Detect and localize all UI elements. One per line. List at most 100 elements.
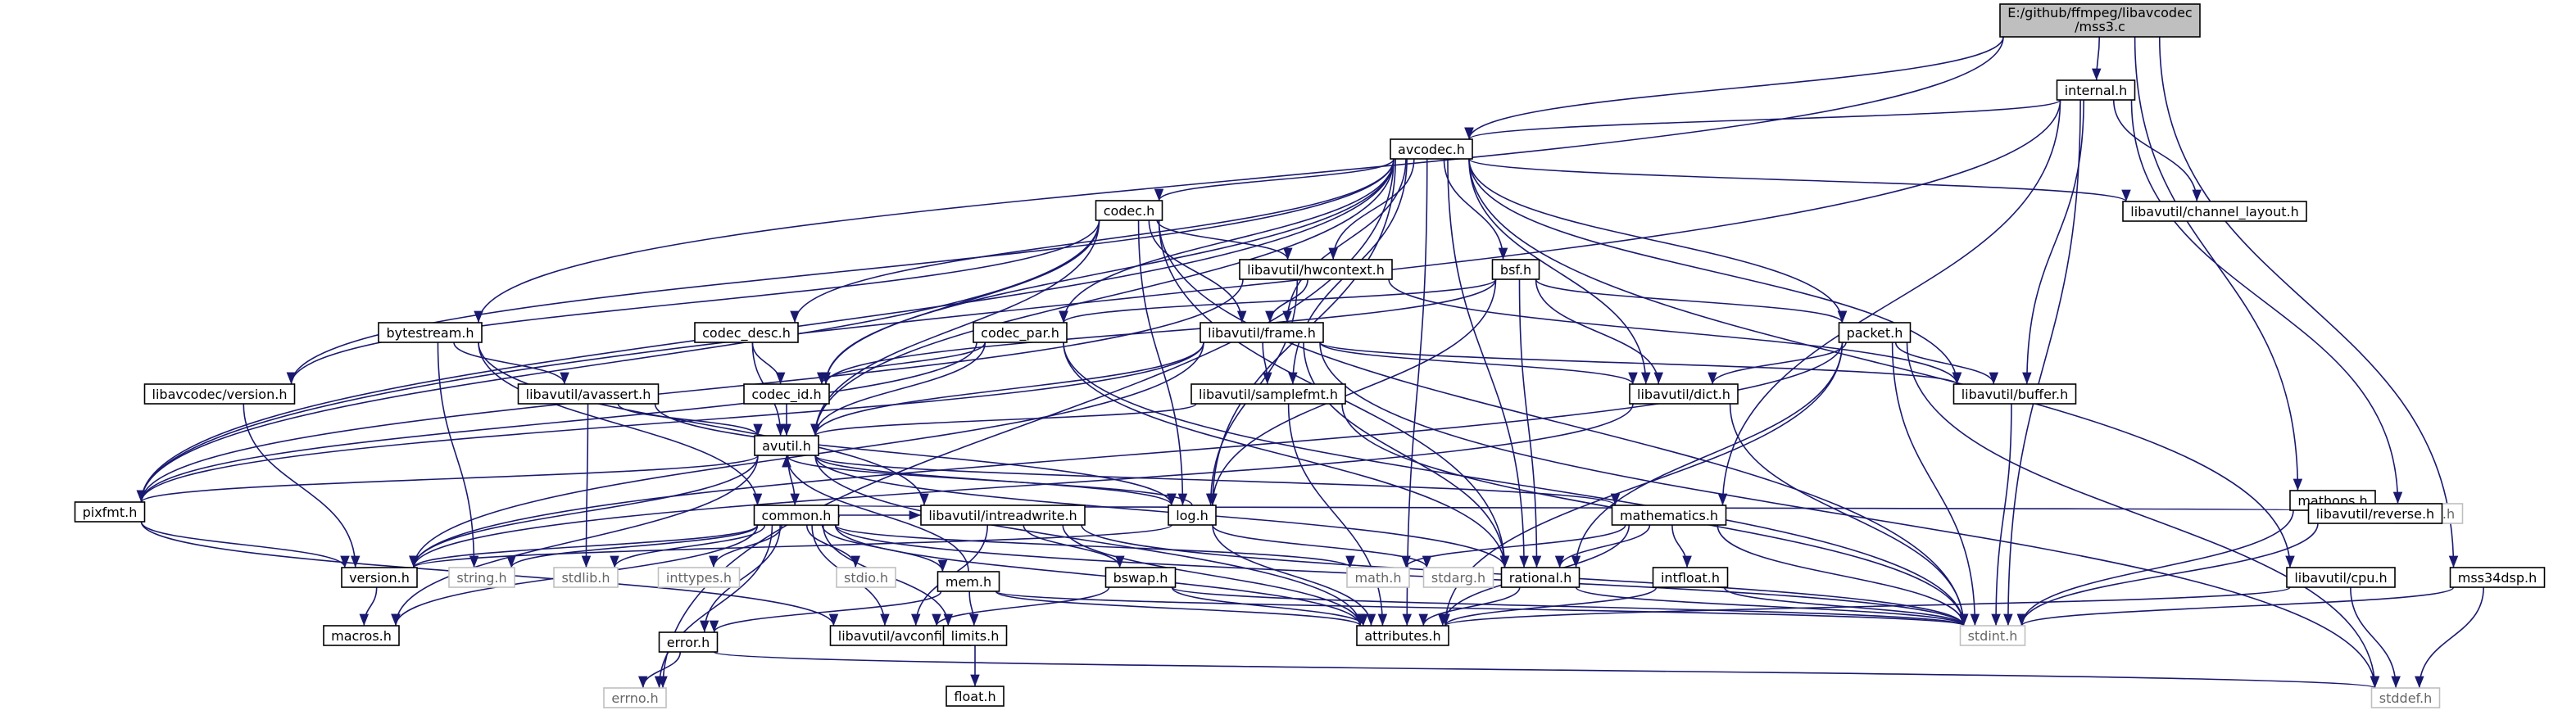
node-box [1652,567,1729,588]
node-intfloat[interactable]: intfloat.h [1652,567,1729,588]
edge-mss3c-to-internal [2091,36,2102,81]
node-box [836,567,896,588]
edge-bsf-to-packet [1535,278,1848,324]
node-intreadwrite[interactable]: libavutil/intreadwrite.h [920,505,1086,526]
node-label: errno.h [611,690,658,706]
node-label: codec.h [1104,203,1155,219]
node-label: bytestream.h [386,325,474,341]
edge-codec-to-pixfmt [136,219,1100,503]
node-box [2370,687,2441,708]
node-box [942,625,1008,646]
node-box [1611,505,1727,526]
edge-error-to-errno [638,651,682,689]
node-macros[interactable]: macros.h [323,625,400,646]
edge-dict-to-stdint [1729,403,1969,627]
node-log[interactable]: log.h [1168,505,1217,526]
node-label: mem.h [946,574,991,590]
edge-codec-to-log [1137,219,1188,506]
node-attributes[interactable]: attributes.h [1356,625,1449,646]
node-bsf[interactable]: bsf.h [1491,259,1540,280]
node-hwcontext[interactable]: libavutil/hwcontext.h [1239,259,1393,280]
node-chlayout[interactable]: libavutil/channel_layout.h [2122,201,2307,222]
node-mss34dsp[interactable]: mss34dsp.h [2449,567,2546,588]
node-label: libavutil/buffer.h [1961,387,2069,402]
edge-avcodec-to-bsf [1443,158,1508,260]
node-stdarg[interactable]: stdarg.h [1422,567,1494,588]
node-box [946,686,1005,707]
node-label: libavutil/intreadwrite.h [928,508,1077,523]
node-mem[interactable]: mem.h [937,571,1000,592]
node-frame[interactable]: libavutil/frame.h [1200,322,1324,343]
edge-cpu-to-attributes [1440,586,2291,627]
edge-bswap-to-attributes [1171,586,1368,627]
node-common[interactable]: common.h [753,505,840,526]
node-codecid[interactable]: codec_id.h [743,383,830,405]
edge-codec-to-codecid [821,219,1100,385]
edge-packet-to-version [409,342,1844,568]
edge-avutil-to-pixfmt [137,455,759,503]
node-samplefmt[interactable]: libavutil/samplefmt.h [1190,383,1346,405]
edge-bsf-to-dict [1535,278,1663,385]
node-pixfmt[interactable]: pixfmt.h [74,501,146,523]
node-mathematics[interactable]: mathematics.h [1611,505,1727,526]
node-bswap[interactable]: bswap.h [1104,567,1177,588]
node-box [1999,3,2201,38]
node-label: bswap.h [1113,570,1168,586]
edge-avutil-to-rational [814,455,1510,568]
edge-frame-to-avutil [810,342,1204,437]
node-box [1952,383,2077,405]
edge-hwcontext-to-buffer [1388,278,1962,385]
edge-mathematics-to-intfloat [1671,524,1692,568]
edge-mss3c-to-avcodec [1464,36,2004,140]
node-inttypes[interactable]: inttypes.h [657,567,741,588]
node-mathh[interactable]: math.h [1346,567,1410,588]
node-stdint[interactable]: stdint.h [1959,625,2026,646]
edge-codec-to-frame [1148,219,1247,324]
node-lcversion[interactable]: libavcodec/version.h [143,383,296,405]
node-box [920,505,1086,526]
node-codecpar[interactable]: codec_par.h [973,322,1068,343]
node-errno[interactable]: errno.h [603,687,667,708]
edge-avcodec-to-chlayout [1468,158,2131,202]
edge-cpu-to-stddef [2350,586,2401,689]
node-bytestream[interactable]: bytestream.h [378,322,483,343]
node-label: codec_par.h [981,325,1059,342]
node-buffer[interactable]: libavutil/buffer.h [1952,383,2077,405]
node-box [1190,383,1346,405]
node-mss3c[interactable]: E:/github/ffmpeg/libavcodec/mss3.c [1999,3,2201,38]
node-internal[interactable]: internal.h [2056,79,2136,101]
node-cpu[interactable]: libavutil/cpu.h [2286,567,2396,588]
node-rational[interactable]: rational.h [1500,567,1581,588]
node-packet[interactable]: packet.h [1838,322,1912,343]
node-version[interactable]: version.h [341,567,418,588]
edge-codec-to-avutil [810,219,1100,437]
node-reverse[interactable]: libavutil/reverse.h [2307,503,2443,524]
node-error[interactable]: error.h [658,631,719,653]
node-stdlib[interactable]: stdlib.h [553,567,619,588]
node-label: stdint.h [1968,628,2018,644]
node-label: string.h [456,570,506,586]
node-limits[interactable]: limits.h [942,625,1008,646]
node-stdio[interactable]: stdio.h [836,567,896,588]
edge-codec-to-hwcontext [1156,219,1293,260]
node-box [1500,567,1581,588]
node-codec[interactable]: codec.h [1095,200,1163,221]
node-avutil[interactable]: avutil.h [754,435,819,456]
node-floath[interactable]: float.h [946,686,1005,707]
node-avcodec[interactable]: avcodec.h [1390,138,1473,160]
node-avassert[interactable]: libavutil/avassert.h [517,383,660,405]
edge-mss3c-to-bytestream [474,36,2004,324]
node-box [1095,200,1163,221]
edge-bswap-to-avconfig [932,586,1110,627]
node-dict[interactable]: libavutil/dict.h [1629,383,1739,405]
node-stringh[interactable]: string.h [448,567,515,588]
node-box [553,567,619,588]
edge-mem-to-avutil [782,455,969,572]
node-label: mathematics.h [1620,508,1718,523]
node-codecdesc[interactable]: codec_desc.h [694,322,799,343]
edge-internal-to-stdint [2003,99,2081,627]
node-stddef[interactable]: stddef.h [2370,687,2441,708]
edge-frame-to-rational [1303,342,1510,568]
edge-codecpar-to-stdint [1063,342,1969,627]
